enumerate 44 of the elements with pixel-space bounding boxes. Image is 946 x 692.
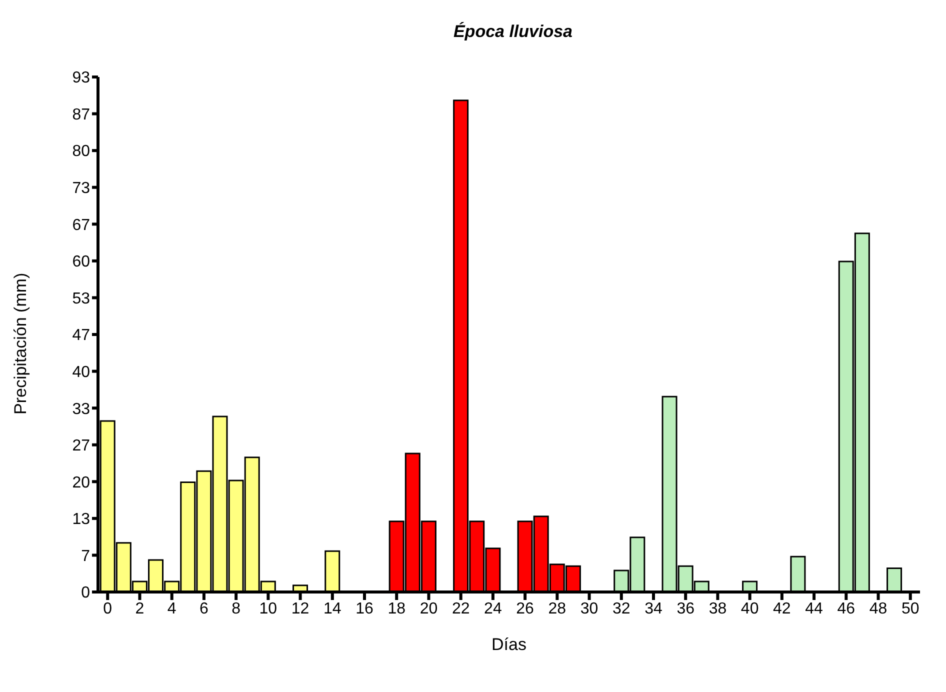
y-tick-label: 80 <box>72 143 90 160</box>
x-tick-label: 6 <box>200 600 209 618</box>
y-tick-label: 60 <box>72 254 90 271</box>
y-tick-label: 73 <box>72 180 90 198</box>
y-axis-title: Precipitación (mm) <box>11 272 30 414</box>
y-tick-label: 93 <box>72 70 90 87</box>
y-tick-label: 47 <box>72 327 90 344</box>
x-tick-label: 8 <box>232 600 241 618</box>
y-tick-label: 13 <box>72 511 90 528</box>
x-tick-label: 28 <box>548 600 566 618</box>
x-tick-label: 20 <box>420 600 438 618</box>
x-tick-label: 24 <box>484 600 502 618</box>
y-tick-label: 87 <box>72 106 90 124</box>
x-tick-label: 34 <box>644 600 662 618</box>
x-tick-label: 48 <box>869 600 888 618</box>
x-tick-label: 18 <box>388 600 406 618</box>
x-tick-label: 40 <box>740 600 759 618</box>
x-tick-label: 12 <box>291 600 310 618</box>
x-tick-label: 2 <box>135 600 144 618</box>
x-tick-label: 4 <box>167 600 176 618</box>
y-tick-label: 0 <box>81 584 90 602</box>
chart-title: Época lluviosa <box>452 22 574 42</box>
x-tick-label: 16 <box>356 600 374 618</box>
y-tick-label: 67 <box>72 216 90 234</box>
x-tick-label: 0 <box>103 600 112 618</box>
y-tick-label: 40 <box>72 364 90 381</box>
x-tick-label: 42 <box>773 600 791 618</box>
x-tick-label: 14 <box>324 600 342 618</box>
y-tick-label: 27 <box>72 438 90 455</box>
y-tick-label: 7 <box>81 548 90 565</box>
x-axis-title: Días <box>492 635 526 654</box>
x-tick-label: 30 <box>580 600 598 618</box>
x-tick-label: 46 <box>837 600 856 618</box>
y-tick-label: 33 <box>72 400 90 418</box>
x-tick-label: 44 <box>805 600 824 618</box>
x-tick-label: 22 <box>452 600 470 618</box>
x-tick-label: 32 <box>612 600 630 618</box>
x-tick-label: 26 <box>516 600 534 618</box>
y-tick-label: 53 <box>72 290 90 308</box>
x-tick-label: 36 <box>676 600 695 618</box>
x-tick-label: 38 <box>708 600 727 618</box>
x-tick-label: 50 <box>901 600 920 618</box>
x-tick-label: 10 <box>259 600 278 618</box>
y-tick-label: 20 <box>72 474 90 492</box>
